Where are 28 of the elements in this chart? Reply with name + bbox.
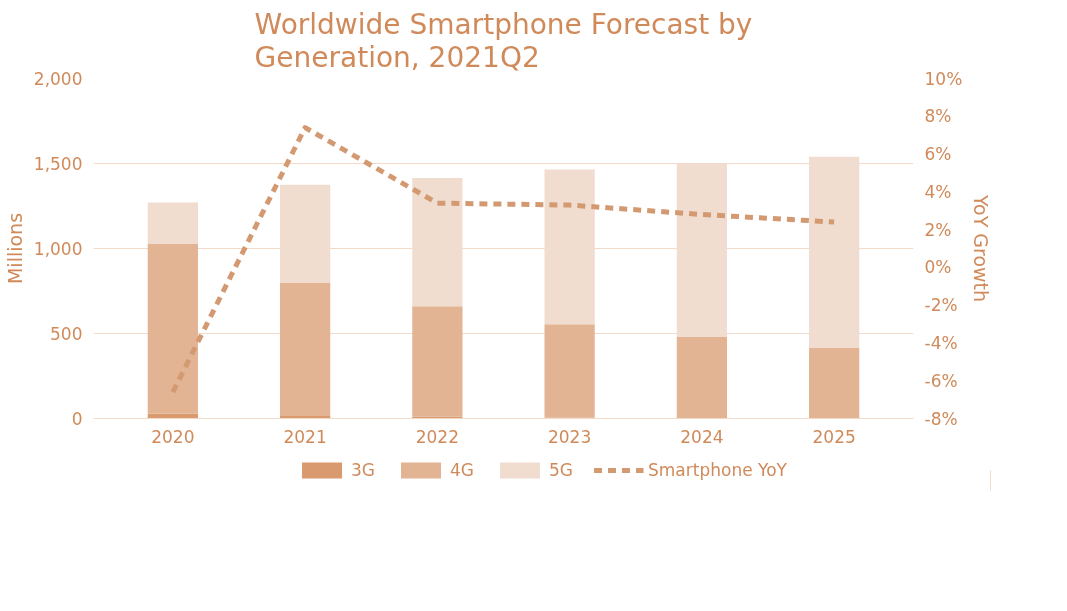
- x-tick-label: 2021: [283, 426, 327, 447]
- x-tick-label: 2022: [415, 426, 459, 447]
- legend-label: Smartphone YoY: [648, 460, 787, 480]
- y2-tick-label: 0%: [924, 257, 952, 278]
- x-tick-label: 2020: [151, 426, 195, 447]
- legend-label: 4G: [450, 460, 475, 480]
- chart-title: Worldwide Smartphone Forecast by Generation, 2021Q2: [254, 7, 753, 74]
- y2-tick-label: 2%: [924, 219, 952, 240]
- y-tick-label: 1,500: [33, 154, 83, 174]
- y2-tick-label: -4%: [924, 332, 958, 353]
- legend-label: 5G: [549, 460, 574, 480]
- y-axis-title: Millions: [3, 212, 26, 285]
- y2-tick-label: 10%: [924, 68, 963, 89]
- y2-tick-label: -6%: [924, 370, 958, 391]
- y2-tick-label: 4%: [924, 181, 952, 202]
- y2-tick-label: 6%: [924, 144, 952, 165]
- y2-tick-label: -8%: [924, 408, 958, 429]
- y2-axis-title: YoY Growth: [970, 193, 993, 303]
- y2-tick-label: 8%: [924, 106, 952, 127]
- y-tick-label: 0: [71, 409, 83, 429]
- y-tick-label: 2,000: [33, 69, 83, 89]
- x-tick-label: 2024: [680, 426, 724, 447]
- x-tick-label: 2025: [812, 426, 856, 447]
- y-tick-label: 1,000: [33, 239, 83, 259]
- x-tick-label: 2023: [548, 426, 592, 447]
- legend-label: 3G: [351, 460, 376, 480]
- y-tick-label: 500: [50, 324, 83, 344]
- y2-tick-label: -2%: [924, 295, 958, 316]
